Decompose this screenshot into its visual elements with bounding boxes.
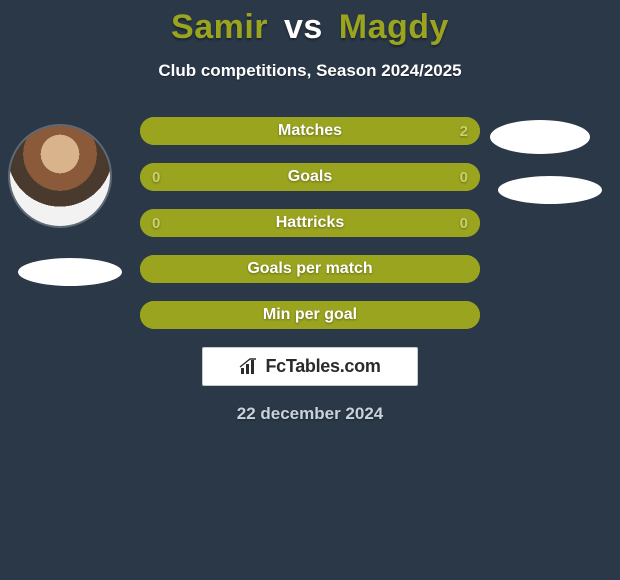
stat-label: Matches bbox=[140, 117, 480, 145]
date-text: 22 december 2024 bbox=[0, 404, 620, 424]
stat-row: Goals per match bbox=[140, 255, 480, 283]
stat-label: Goals per match bbox=[140, 255, 480, 283]
stat-label: Hattricks bbox=[140, 209, 480, 237]
infographic-container: Samir vs Magdy Club competitions, Season… bbox=[0, 0, 620, 580]
stat-row: Min per goal bbox=[140, 301, 480, 329]
player1-name: Samir bbox=[171, 8, 268, 46]
vs-label: vs bbox=[284, 8, 323, 46]
player2-name: Magdy bbox=[339, 8, 449, 46]
player2-avatar bbox=[490, 120, 590, 154]
stat-label: Goals bbox=[140, 163, 480, 191]
brand-text: FcTables.com bbox=[265, 356, 380, 377]
brand-badge: FcTables.com bbox=[202, 347, 418, 386]
stat-row: 00Hattricks bbox=[140, 209, 480, 237]
stat-row: 00Goals bbox=[140, 163, 480, 191]
stat-row: 2Matches bbox=[140, 117, 480, 145]
player1-avatar bbox=[10, 126, 110, 226]
player2-team-badge bbox=[498, 176, 602, 204]
player1-team-badge bbox=[18, 258, 122, 286]
bar-chart-icon bbox=[239, 358, 259, 376]
page-title: Samir vs Magdy bbox=[0, 0, 620, 47]
subtitle: Club competitions, Season 2024/2025 bbox=[0, 61, 620, 81]
stats-table: 2Matches 00Goals 00Hattricks Goals per matc… bbox=[140, 117, 480, 329]
stat-label: Min per goal bbox=[140, 301, 480, 329]
